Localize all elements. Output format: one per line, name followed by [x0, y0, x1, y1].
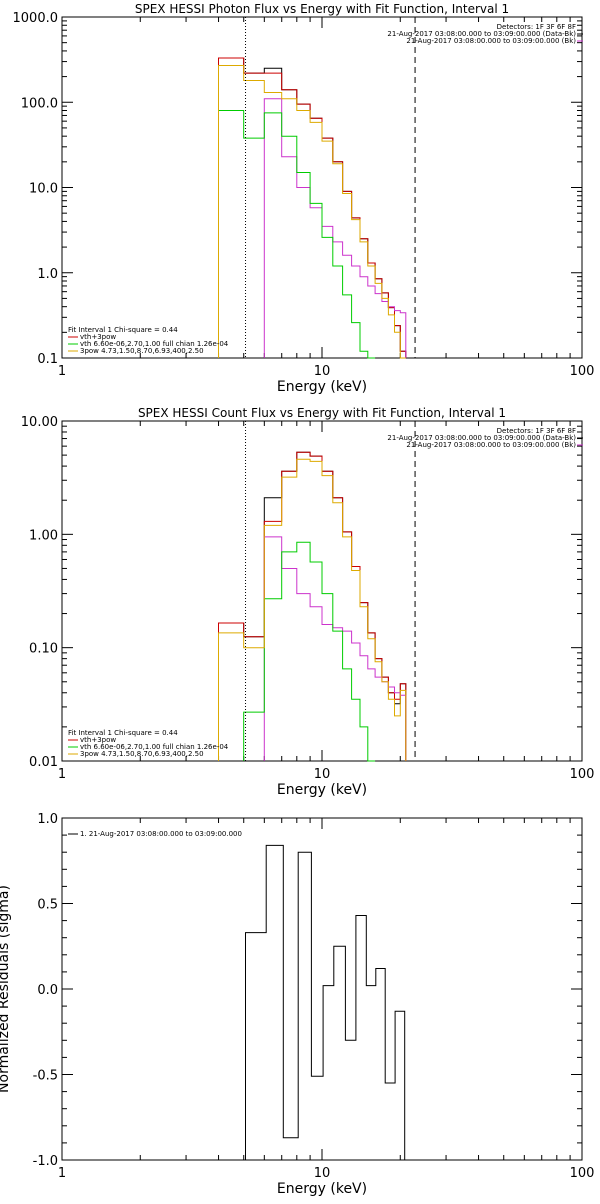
y-tick-label: 0.1	[37, 352, 58, 367]
legend-entry: Fit Interval 1 Chi-square = 0.44	[68, 326, 178, 334]
legend-entry: vth+3pow	[80, 333, 116, 341]
legend-entry: 1. 21-Aug-2017 03:08:00.000 to 03:09:00.…	[80, 830, 242, 838]
series-1-step-line	[218, 57, 407, 358]
x-tick-label: 10	[314, 767, 331, 782]
legend-entry: vth 6.60e-06,2.70,1.00 full chian 1.26e-…	[80, 743, 229, 751]
y-tick-label: 1.0	[37, 267, 58, 282]
y-axis-label: Normalized Residuals (sigma)	[0, 885, 12, 1093]
x-tick-label: 1	[58, 364, 66, 379]
plot-panel-3: 1 10 100 Energy (keV) -1.0 -0.5 0.0 0.5 1.0 Norma…	[0, 812, 594, 1197]
detector-info-line: Detectors: 1F 3F 6F 8F	[497, 427, 576, 435]
x-axis-label: Energy (keV)	[277, 782, 367, 798]
x-axis-label: Energy (keV)	[277, 379, 367, 395]
plot-title: SPEX HESSI Count Flux vs Energy with Fit…	[138, 406, 506, 420]
series-0-step-line	[245, 844, 416, 1161]
series-4-step-line	[218, 65, 406, 359]
plot-frame	[61, 16, 583, 359]
legend-entry: Fit Interval 1 Chi-square = 0.44	[68, 729, 178, 737]
x-tick-label: 1	[58, 1166, 66, 1181]
plot-panel-2: SPEX HESSI Count Flux vs Energy with Fit…	[21, 406, 595, 798]
plot-frame	[61, 817, 583, 1161]
y-tick-label: 1000.0	[13, 11, 59, 26]
y-tick-label: 0.01	[29, 755, 58, 770]
legend-entry: vth+3pow	[80, 736, 116, 744]
x-tick-label: 100	[570, 364, 595, 379]
series-1-step-line	[218, 451, 407, 761]
x-axis-label: Energy (keV)	[277, 1181, 367, 1197]
detector-info-line: 21-Aug-2017 03:08:00.000 to 03:09:00.000…	[406, 441, 576, 449]
series-3-step-line	[218, 110, 376, 359]
detector-info-line: Detectors: 1F 3F 6F 8F	[497, 23, 576, 31]
y-tick-label: 1.00	[29, 528, 58, 543]
y-tick-label: 0.5	[37, 898, 58, 913]
detector-info-line: 21-Aug-2017 03:08:00.000 to 03:09:00.000…	[406, 37, 576, 45]
series-3-step-line	[243, 541, 376, 762]
y-tick-label: -0.5	[33, 1069, 58, 1084]
series-2-step-line	[263, 98, 407, 358]
series-2-step-line	[263, 536, 407, 761]
x-tick-label: 100	[570, 1166, 595, 1181]
plot-panel-1: SPEX HESSI Photon Flux vs Energy with Fi…	[13, 2, 595, 395]
x-tick-label: 100	[570, 767, 595, 782]
y-tick-label: 1.0	[37, 812, 58, 827]
plot-title: SPEX HESSI Photon Flux vs Energy with Fi…	[135, 2, 509, 16]
legend-entry: 3pow 4.73,1.50,8.70,6.93,400,2.50	[80, 750, 204, 758]
legend-entry: 3pow 4.73,1.50,8.70,6.93,400,2.50	[80, 347, 204, 355]
y-tick-label: 0.10	[29, 642, 58, 657]
y-tick-label: 100.0	[21, 96, 58, 111]
y-tick-label: 10.0	[29, 182, 58, 197]
y-tick-label: 0.0	[37, 983, 58, 998]
x-tick-label: 1	[58, 767, 66, 782]
detector-info-line: 21-Aug-2017 03:08:00.000 to 03:09:00.000…	[387, 434, 576, 442]
x-tick-label: 10	[314, 364, 331, 379]
series-4-step-line	[218, 458, 407, 761]
detector-info-line: 21-Aug-2017 03:08:00.000 to 03:09:00.000…	[387, 30, 576, 38]
legend-entry: vth 6.60e-06,2.70,1.00 full chian 1.26e-…	[80, 340, 229, 348]
x-tick-label: 10	[314, 1166, 331, 1181]
y-tick-label: -1.0	[33, 1154, 58, 1169]
y-tick-label: 10.00	[21, 415, 58, 430]
